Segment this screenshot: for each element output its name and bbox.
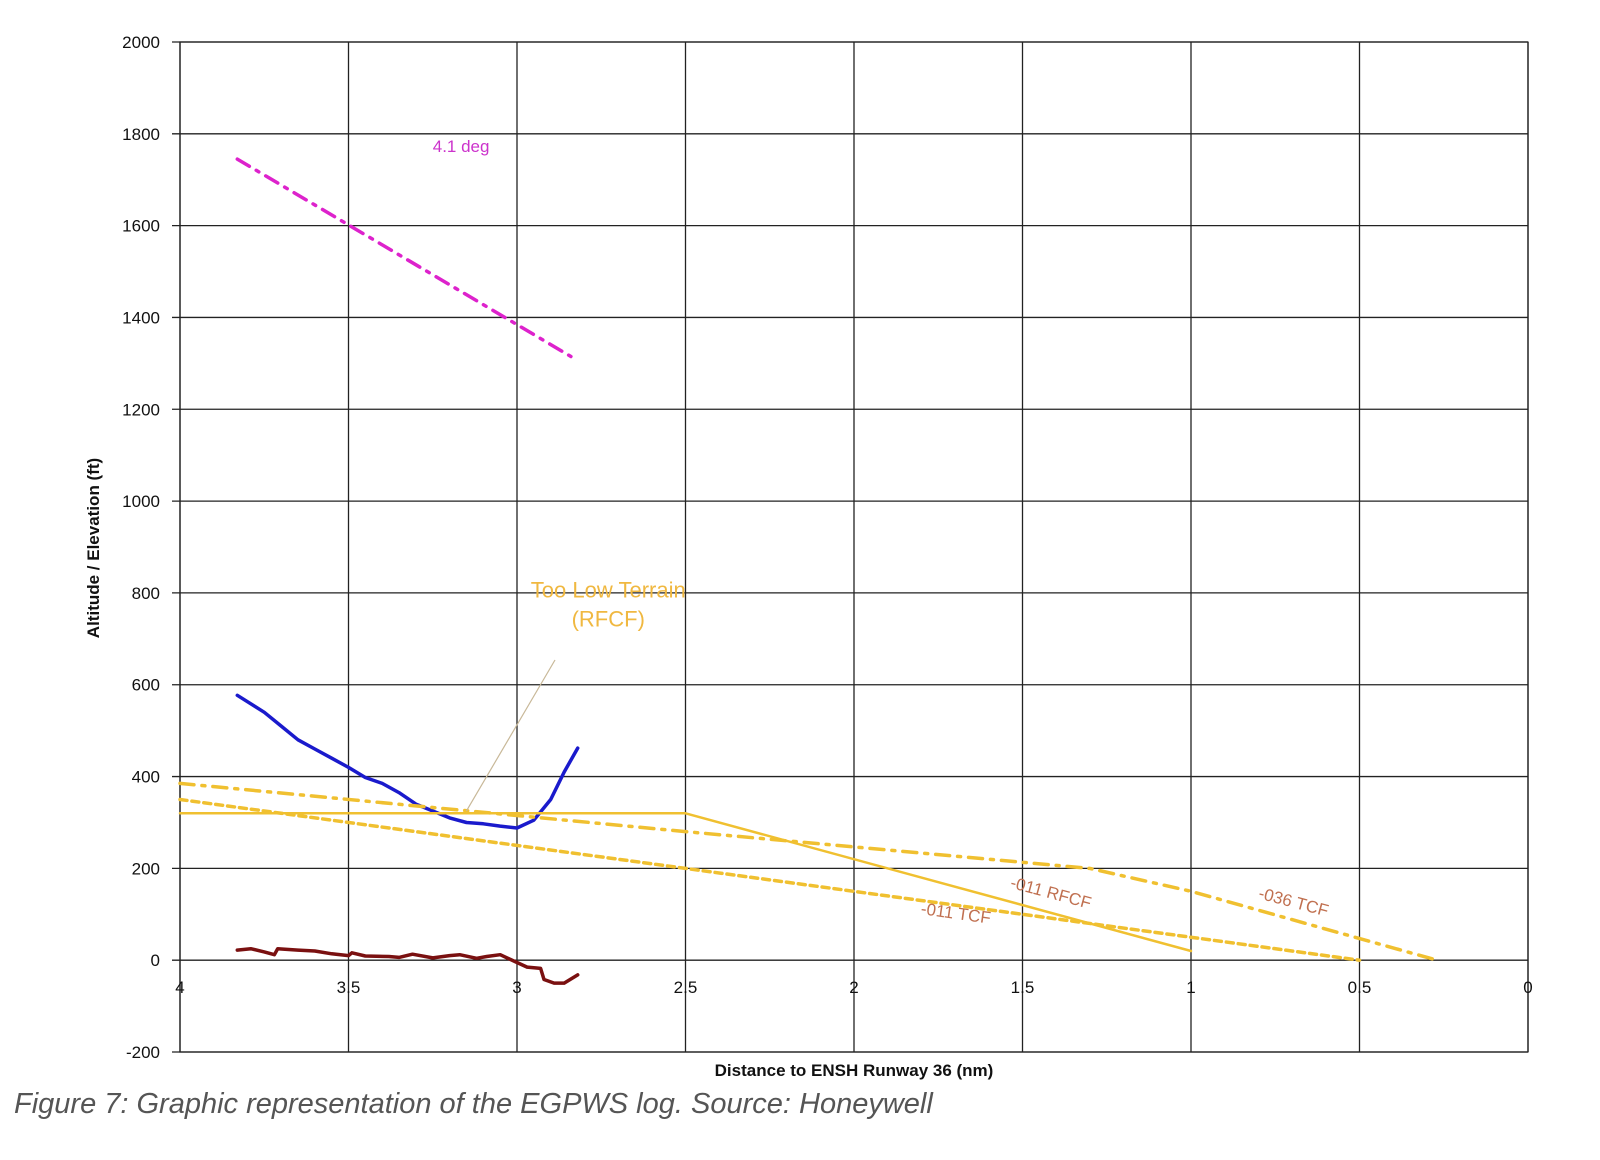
x-tick-label: 1 [1186,978,1195,997]
series-layer [178,157,1439,985]
y-tick-label: 1200 [122,400,160,419]
x-tick-label: 2.5 [674,978,698,997]
annotation-glide-angle: 4.1 deg [433,137,490,156]
y-tick-label: 2000 [122,33,160,52]
x-axis-label: Distance to ENSH Runway 36 (nm) [715,1061,994,1080]
tick-labels: 2000180016001400120010008006004002000-20… [122,33,1533,1062]
x-tick-label: 3.5 [337,978,361,997]
annotation-leader-line [465,659,556,812]
y-tick-label: -200 [126,1043,160,1062]
y-tick-label: 800 [132,584,160,603]
figure-caption: Figure 7: Graphic representation of the … [14,1088,933,1120]
x-tick-label: 3 [512,978,521,997]
x-tick-label: 2 [849,978,858,997]
annotation-036-tcf: -036 TCF [1257,884,1331,921]
x-tick-label: 0 [1523,978,1532,997]
y-tick-label: 200 [132,859,160,878]
y-tick-label: 600 [132,676,160,695]
annotation-too-low-terrain: Too Low Terrain [531,578,686,603]
y-tick-label: 1600 [122,217,160,236]
annotation-too-low-terrain: (RFCF) [572,607,645,632]
y-axis-label: Altitude / Elevation (ft) [84,458,103,638]
x-tick-label: 0.5 [1348,978,1372,997]
x-tick-label: 1.5 [1011,978,1035,997]
y-tick-label: 0 [151,951,160,970]
series-011-rfcf [178,812,1193,953]
y-tick-label: 1800 [122,125,160,144]
series-terrain-elevation [235,946,580,985]
y-tick-label: 1000 [122,492,160,511]
series-011-tcf [178,797,1362,962]
x-tick-label: 4 [175,978,184,997]
y-tick-label: 400 [132,768,160,787]
annotations: 4.1 deg Too Low Terrain (RFCF) -011 RFCF -01… [433,137,1331,928]
series-4-1-deg [235,157,573,359]
annotation-011-tcf: -011 TCF [920,899,992,928]
annotation-011-rfcf: -011 RFCF [1008,873,1093,913]
y-tick-label: 1400 [122,308,160,327]
series-036-tcf [178,781,1439,962]
grid [172,41,1529,1053]
series-aircraft-altitude [235,693,580,830]
